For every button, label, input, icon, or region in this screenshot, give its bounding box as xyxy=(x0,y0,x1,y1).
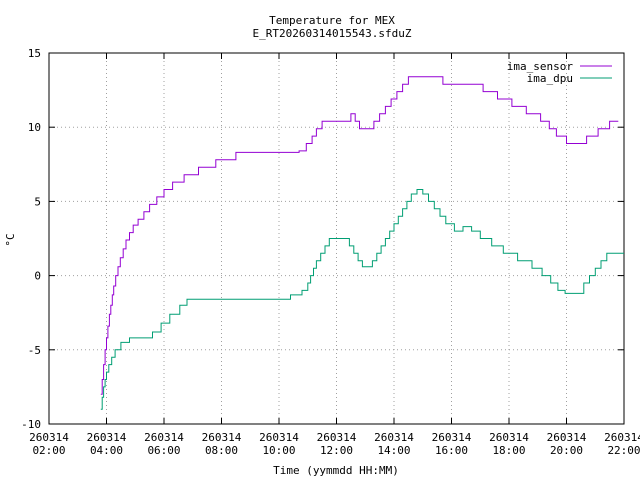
legend-label: ima_dpu xyxy=(527,72,573,85)
x-tick-date: 260314 xyxy=(259,431,299,444)
y-axis-label: °C xyxy=(4,233,17,246)
x-tick-date: 260314 xyxy=(604,431,640,444)
x-tick-date: 260314 xyxy=(374,431,414,444)
x-tick-time: 20:00 xyxy=(550,444,583,457)
x-axis-ticks: 26031402:0026031404:0026031406:002603140… xyxy=(29,53,640,457)
x-tick-time: 04:00 xyxy=(90,444,123,457)
x-tick-date: 260314 xyxy=(489,431,529,444)
y-tick-label: 15 xyxy=(28,47,41,60)
x-tick-time: 16:00 xyxy=(435,444,468,457)
chart-title: Temperature for MEX xyxy=(269,14,395,27)
x-tick-time: 08:00 xyxy=(205,444,238,457)
x-tick-time: 02:00 xyxy=(32,444,65,457)
x-tick-time: 12:00 xyxy=(320,444,353,457)
x-tick-time: 06:00 xyxy=(147,444,180,457)
y-tick-label: 10 xyxy=(28,121,41,134)
x-tick-date: 260314 xyxy=(547,431,587,444)
x-tick-date: 260314 xyxy=(144,431,184,444)
y-tick-label: 5 xyxy=(34,195,41,208)
y-tick-label: -10 xyxy=(21,418,41,431)
series-line-ima-dpu xyxy=(100,189,624,410)
series-layer xyxy=(100,76,624,410)
x-tick-date: 260314 xyxy=(29,431,69,444)
x-axis-label: Time (yymmdd HH:MM) xyxy=(273,464,399,477)
chart-subtitle: E_RT20260314015543.sfduZ xyxy=(253,27,412,40)
legend-label: ima_sensor xyxy=(507,60,574,73)
x-tick-time: 10:00 xyxy=(262,444,295,457)
x-tick-time: 18:00 xyxy=(492,444,525,457)
x-tick-date: 260314 xyxy=(87,431,127,444)
y-tick-label: 0 xyxy=(34,270,41,283)
x-tick-date: 260314 xyxy=(202,431,242,444)
x-tick-time: 14:00 xyxy=(377,444,410,457)
x-tick-date: 260314 xyxy=(432,431,472,444)
x-tick-time: 22:00 xyxy=(607,444,640,457)
y-axis-ticks: -10 -5 0 5 10 15 xyxy=(21,47,624,431)
series-line-ima-sensor xyxy=(100,76,619,395)
x-tick-date: 260314 xyxy=(317,431,357,444)
y-tick-label: -5 xyxy=(28,344,41,357)
